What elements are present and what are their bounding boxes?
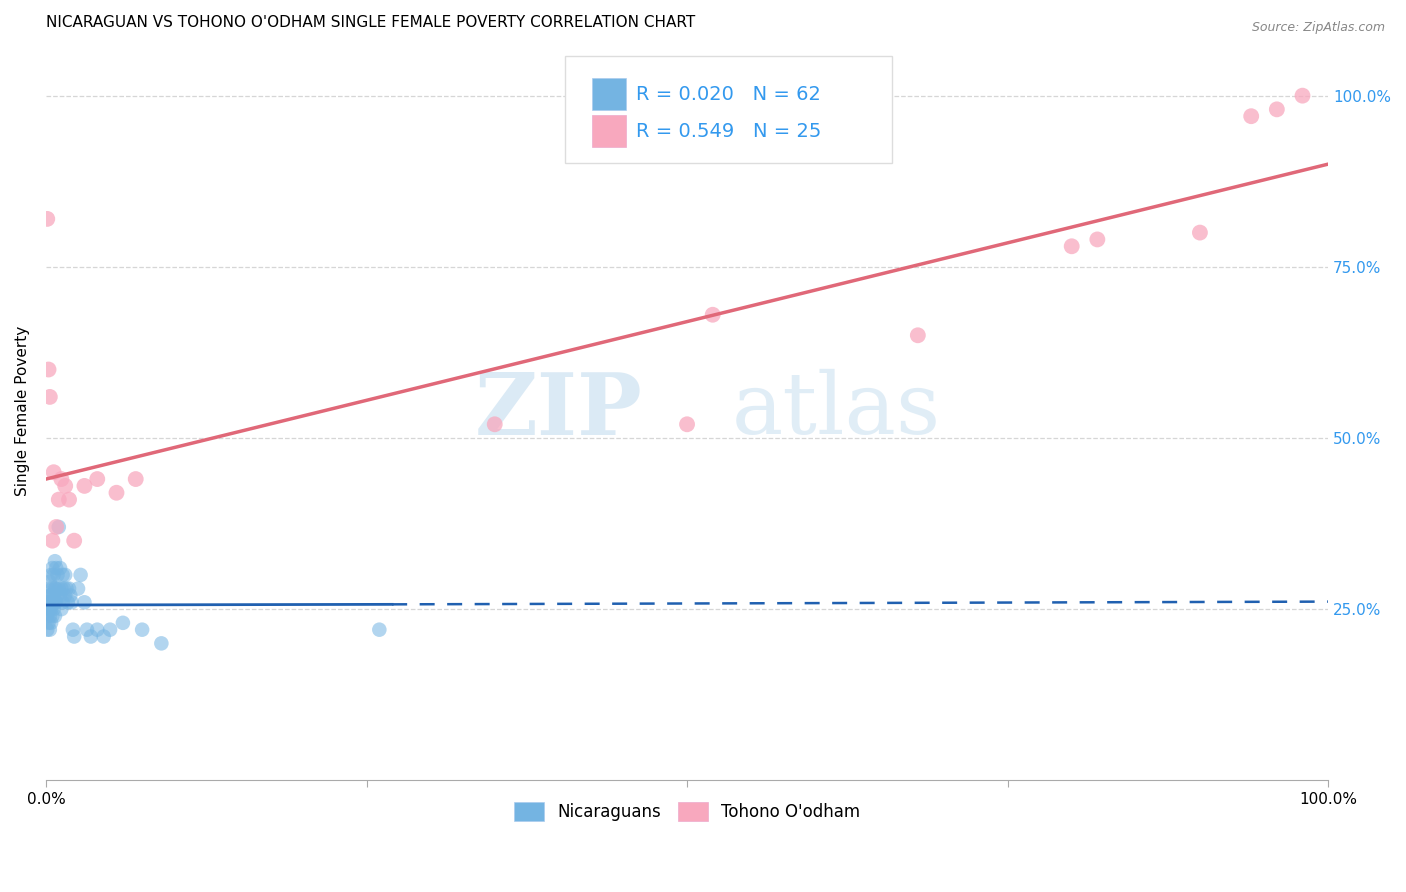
Point — [1265, 103, 1288, 117]
Point — [38, 362, 60, 376]
Point — [38, 602, 60, 616]
Point — [42, 465, 65, 479]
Point — [41, 609, 63, 624]
Point — [38, 589, 60, 603]
Text: NICARAGUAN VS TOHONO O'ODHAM SINGLE FEMALE POVERTY CORRELATION CHART: NICARAGUAN VS TOHONO O'ODHAM SINGLE FEMA… — [46, 15, 695, 30]
Text: Source: ZipAtlas.com: Source: ZipAtlas.com — [1251, 21, 1385, 34]
FancyBboxPatch shape — [592, 115, 626, 147]
Point — [38, 595, 60, 609]
Point — [44, 609, 66, 624]
Point — [38, 609, 60, 624]
Point — [59, 589, 82, 603]
Point — [38, 582, 60, 596]
Point — [93, 630, 115, 644]
Point — [38, 574, 60, 589]
Point — [63, 533, 86, 548]
Point — [86, 472, 108, 486]
Point — [98, 623, 121, 637]
Point — [42, 568, 65, 582]
Text: R = 0.549   N = 25: R = 0.549 N = 25 — [636, 121, 821, 141]
Point — [39, 589, 62, 603]
Point — [45, 595, 67, 609]
Text: ZIP: ZIP — [474, 368, 643, 452]
Point — [38, 390, 60, 404]
Text: R = 0.020   N = 62: R = 0.020 N = 62 — [636, 85, 821, 103]
Point — [45, 561, 67, 575]
FancyBboxPatch shape — [565, 55, 893, 163]
Point — [1060, 239, 1083, 253]
Point — [41, 561, 63, 575]
Point — [45, 582, 67, 596]
Point — [484, 417, 506, 432]
Point — [46, 589, 69, 603]
Point — [52, 568, 75, 582]
Point — [907, 328, 929, 343]
Point — [1291, 88, 1313, 103]
Point — [38, 615, 60, 630]
Point — [42, 589, 65, 603]
Point — [37, 609, 59, 624]
Point — [53, 479, 76, 493]
Text: atlas: atlas — [733, 369, 941, 452]
Point — [55, 582, 77, 596]
Point — [44, 554, 66, 568]
Point — [105, 485, 128, 500]
Point — [69, 568, 91, 582]
Point — [702, 308, 724, 322]
Point — [73, 595, 96, 609]
Point — [62, 623, 84, 637]
Point — [49, 561, 72, 575]
Legend: Nicaraguans, Tohono O'odham: Nicaraguans, Tohono O'odham — [508, 795, 868, 828]
Point — [56, 595, 79, 609]
Point — [53, 568, 76, 582]
Point — [131, 623, 153, 637]
Point — [48, 582, 70, 596]
Point — [48, 492, 70, 507]
Point — [125, 472, 148, 486]
Point — [58, 582, 80, 596]
Point — [80, 630, 103, 644]
Point — [38, 623, 60, 637]
Point — [41, 595, 63, 609]
Point — [73, 479, 96, 493]
Point — [41, 533, 63, 548]
Point — [38, 602, 60, 616]
Point — [51, 472, 73, 486]
Point — [49, 589, 72, 603]
Point — [45, 520, 67, 534]
Y-axis label: Single Female Poverty: Single Female Poverty — [15, 326, 30, 496]
Point — [63, 630, 86, 644]
Point — [46, 568, 69, 582]
Point — [39, 602, 62, 616]
Point — [39, 615, 62, 630]
Point — [1188, 226, 1211, 240]
Point — [51, 582, 73, 596]
Point — [44, 582, 66, 596]
Point — [37, 623, 59, 637]
FancyBboxPatch shape — [592, 78, 626, 111]
Point — [42, 602, 65, 616]
Point — [66, 582, 89, 596]
Point — [52, 582, 75, 596]
Point — [58, 492, 80, 507]
Point — [76, 623, 98, 637]
Point — [52, 595, 75, 609]
Point — [41, 582, 63, 596]
Point — [44, 595, 66, 609]
Point — [111, 615, 134, 630]
Point — [368, 623, 391, 637]
Point — [676, 417, 699, 432]
Point — [1085, 232, 1108, 246]
Point — [1240, 109, 1263, 123]
Point — [39, 568, 62, 582]
Point — [53, 589, 76, 603]
Point — [86, 623, 108, 637]
Point — [51, 602, 73, 616]
Point — [48, 520, 70, 534]
Point — [37, 595, 59, 609]
Point — [37, 211, 59, 226]
Point — [60, 595, 83, 609]
Point — [150, 636, 173, 650]
